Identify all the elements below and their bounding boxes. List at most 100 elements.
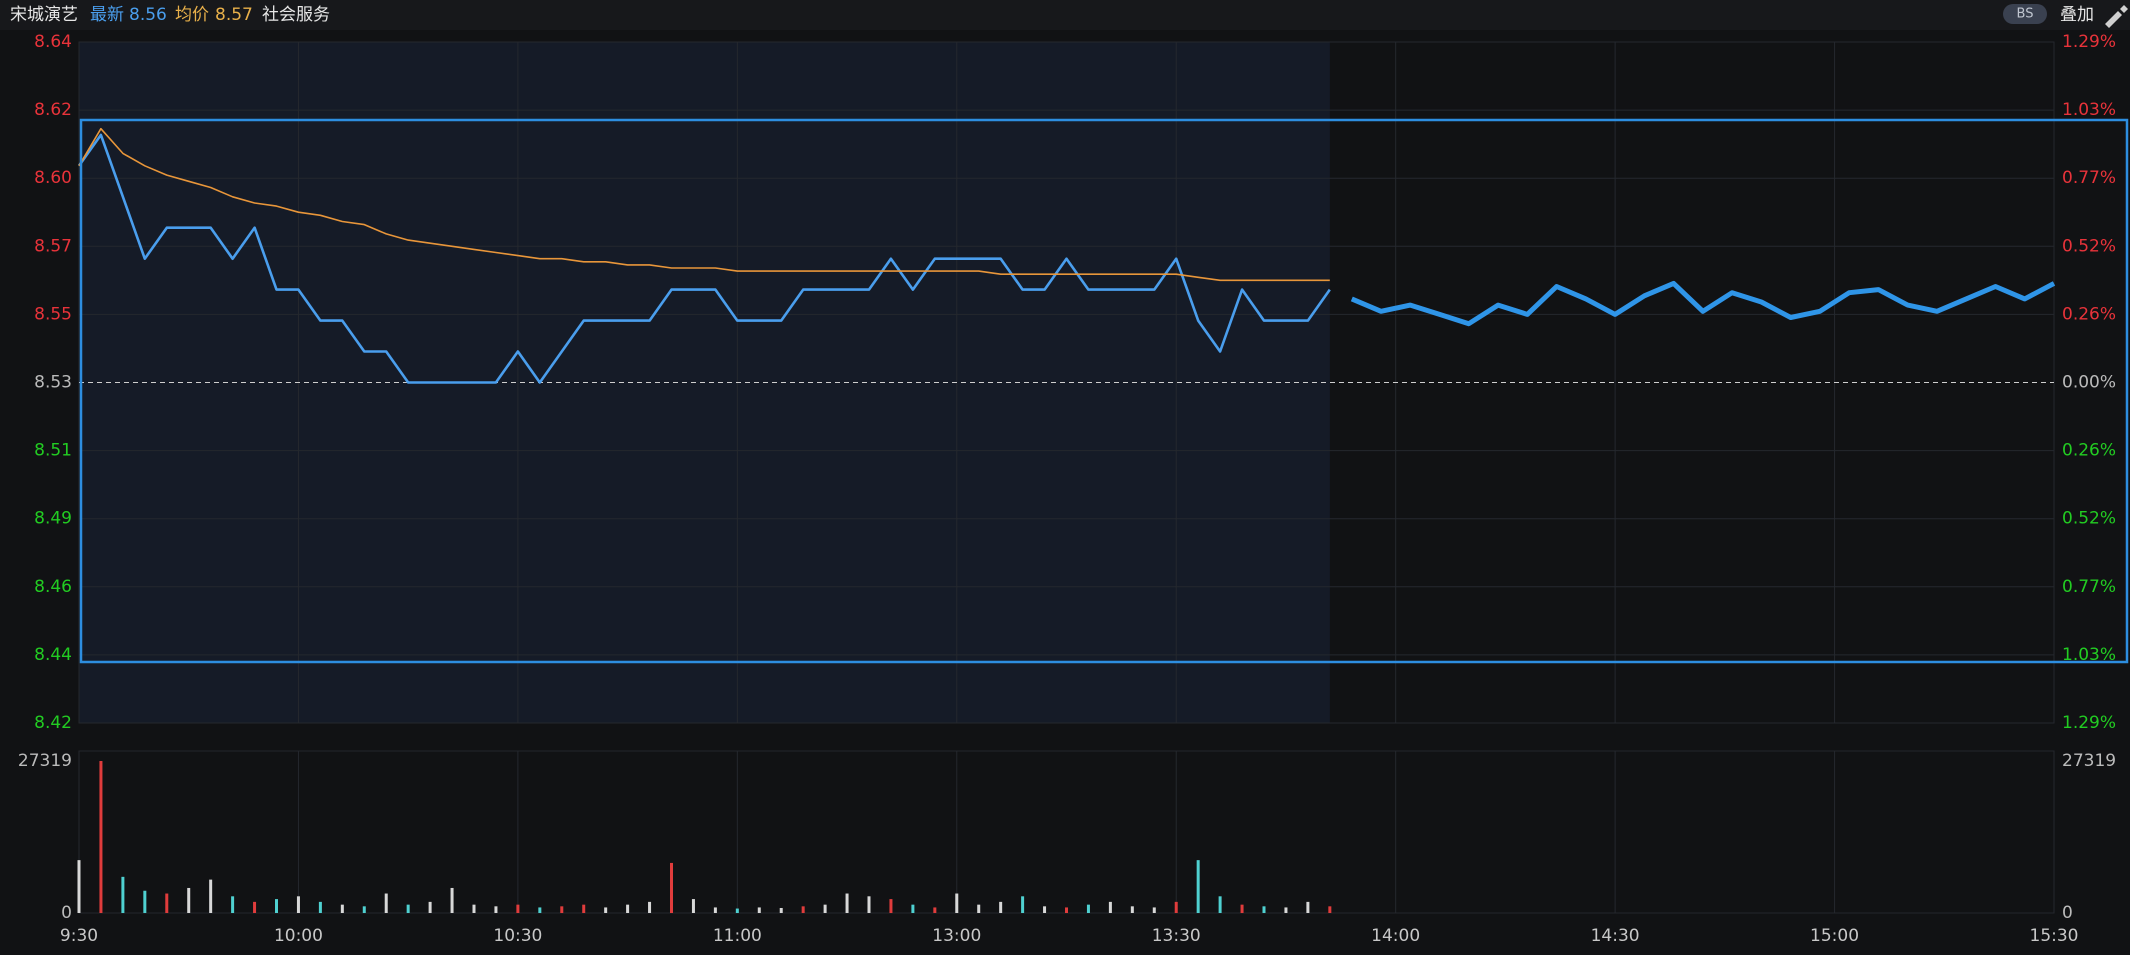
volume-bar xyxy=(999,901,1003,913)
volume-bar xyxy=(450,887,454,913)
volume-bar xyxy=(1043,906,1047,913)
y-tick-label: 8.62 xyxy=(34,100,72,120)
volume-bar xyxy=(406,904,410,913)
volume-bar xyxy=(977,904,981,913)
x-tick-label: 14:00 xyxy=(1371,926,1420,946)
y2-tick-label: 0.26% xyxy=(2062,441,2116,461)
volume-tick-label: 0 xyxy=(61,903,72,923)
volume-bar xyxy=(121,876,125,913)
y-tick-label: 8.51 xyxy=(34,441,72,461)
forecast-line xyxy=(1350,280,2056,327)
y-tick-label: 8.64 xyxy=(34,32,72,52)
plot-area: 9:30 10:00 10:30 11:00 13:00 13:30 14:00 14:30 1… xyxy=(18,32,2116,946)
y-tick-label: 8.42 xyxy=(34,713,72,733)
volume-bar xyxy=(362,906,366,913)
volume-bar xyxy=(691,899,695,913)
chart-subtitle: 社会服务 xyxy=(262,5,330,25)
volume-bar xyxy=(911,904,915,913)
volume-bar xyxy=(253,901,257,913)
average-line xyxy=(78,127,1330,282)
y2-tick-label: 1.29% xyxy=(2062,32,2116,52)
volume-bar xyxy=(165,893,169,913)
volume-bar xyxy=(472,904,476,913)
volume-bar xyxy=(1174,901,1178,913)
volume-bar xyxy=(670,862,673,913)
volume-bar xyxy=(1240,904,1244,913)
volume-bar xyxy=(1218,896,1222,913)
volume-bar xyxy=(1196,860,1200,913)
x-tick-label: 13:00 xyxy=(932,926,981,946)
volume-bar xyxy=(428,901,432,913)
volume-bar xyxy=(648,901,652,913)
volume-bar xyxy=(955,893,959,913)
y2-tick-label: 1.03% xyxy=(2062,100,2116,120)
y-tick-label: 8.46 xyxy=(34,577,72,597)
y2-tick-label: 0.52% xyxy=(2062,236,2116,256)
volume-bar xyxy=(560,906,564,913)
volume-bar xyxy=(582,904,586,913)
volume-bar xyxy=(889,899,893,913)
volume-bar xyxy=(867,896,871,913)
volume-bar xyxy=(1130,906,1134,913)
x-tick-label: 14:30 xyxy=(1591,926,1640,946)
volume-bar xyxy=(99,761,103,913)
y-tick-label: 8.53 xyxy=(34,373,72,393)
y2-tick-label: 0.77% xyxy=(2062,577,2116,597)
volume-bar xyxy=(494,906,498,913)
volume-bar xyxy=(296,896,300,913)
volume-bar xyxy=(604,907,608,913)
volume-bar xyxy=(1284,907,1288,913)
volume-tick-label-right: 0 xyxy=(2062,903,2073,923)
x-tick-label: 15:00 xyxy=(1810,926,1859,946)
x-tick-label: 10:30 xyxy=(493,926,542,946)
legend-average: 均价 xyxy=(175,5,209,25)
volume-bar xyxy=(77,860,81,913)
x-tick-label: 9:30 xyxy=(60,926,98,946)
bs-badge[interactable] xyxy=(2003,4,2047,24)
y2-tick-label: 0.00% xyxy=(2062,373,2116,393)
volume-bar xyxy=(384,893,388,913)
bs-badge-label[interactable]: BS xyxy=(2017,7,2034,22)
y-tick-label: 8.44 xyxy=(34,645,72,665)
volume-bar xyxy=(318,901,322,913)
volume-tick-label-right: 27319 xyxy=(2062,751,2116,771)
volume-bar xyxy=(1065,907,1068,913)
volume-bar xyxy=(757,907,761,913)
price-line xyxy=(77,133,1331,384)
latest-value: 8.56 xyxy=(129,5,167,25)
volume-bar xyxy=(801,906,805,913)
volume-bar xyxy=(1306,901,1310,913)
volume-bar xyxy=(1262,906,1266,913)
volume-bar xyxy=(779,907,783,913)
volume-bar xyxy=(735,908,739,913)
average-value: 8.57 xyxy=(215,5,253,25)
volume-bar xyxy=(538,907,542,913)
volume-tick-label: 27319 xyxy=(18,751,72,771)
y-tick-label: 8.57 xyxy=(34,236,72,256)
y2-tick-label: 0.52% xyxy=(2062,509,2116,529)
volume-bar xyxy=(1021,896,1025,913)
volume-bar xyxy=(1328,906,1332,913)
volume-bar xyxy=(1152,907,1156,913)
overlay-button[interactable]: 叠加 xyxy=(2060,5,2094,25)
selection-box xyxy=(79,118,2129,664)
volume-bar xyxy=(933,907,937,913)
chart-title: 宋城演艺 xyxy=(10,5,78,25)
x-tick-label: 10:00 xyxy=(274,926,323,946)
volume-bar xyxy=(626,904,630,913)
volume-bar xyxy=(823,904,827,913)
y2-tick-label: 0.77% xyxy=(2062,168,2116,188)
volume-bar xyxy=(275,899,278,913)
volume-bar xyxy=(340,904,344,913)
volume-bar xyxy=(713,907,717,913)
volume-bar xyxy=(516,904,520,913)
x-tick-label: 11:00 xyxy=(713,926,762,946)
volume-bar xyxy=(1108,901,1112,913)
y2-tick-label: 1.03% xyxy=(2062,645,2116,665)
x-tick-label: 15:30 xyxy=(2030,926,2079,946)
x-tick-label: 13:30 xyxy=(1152,926,1201,946)
y-tick-label: 8.49 xyxy=(34,509,72,529)
draw-tool-icon[interactable] xyxy=(2105,5,2128,28)
volume-bar xyxy=(1086,904,1090,913)
